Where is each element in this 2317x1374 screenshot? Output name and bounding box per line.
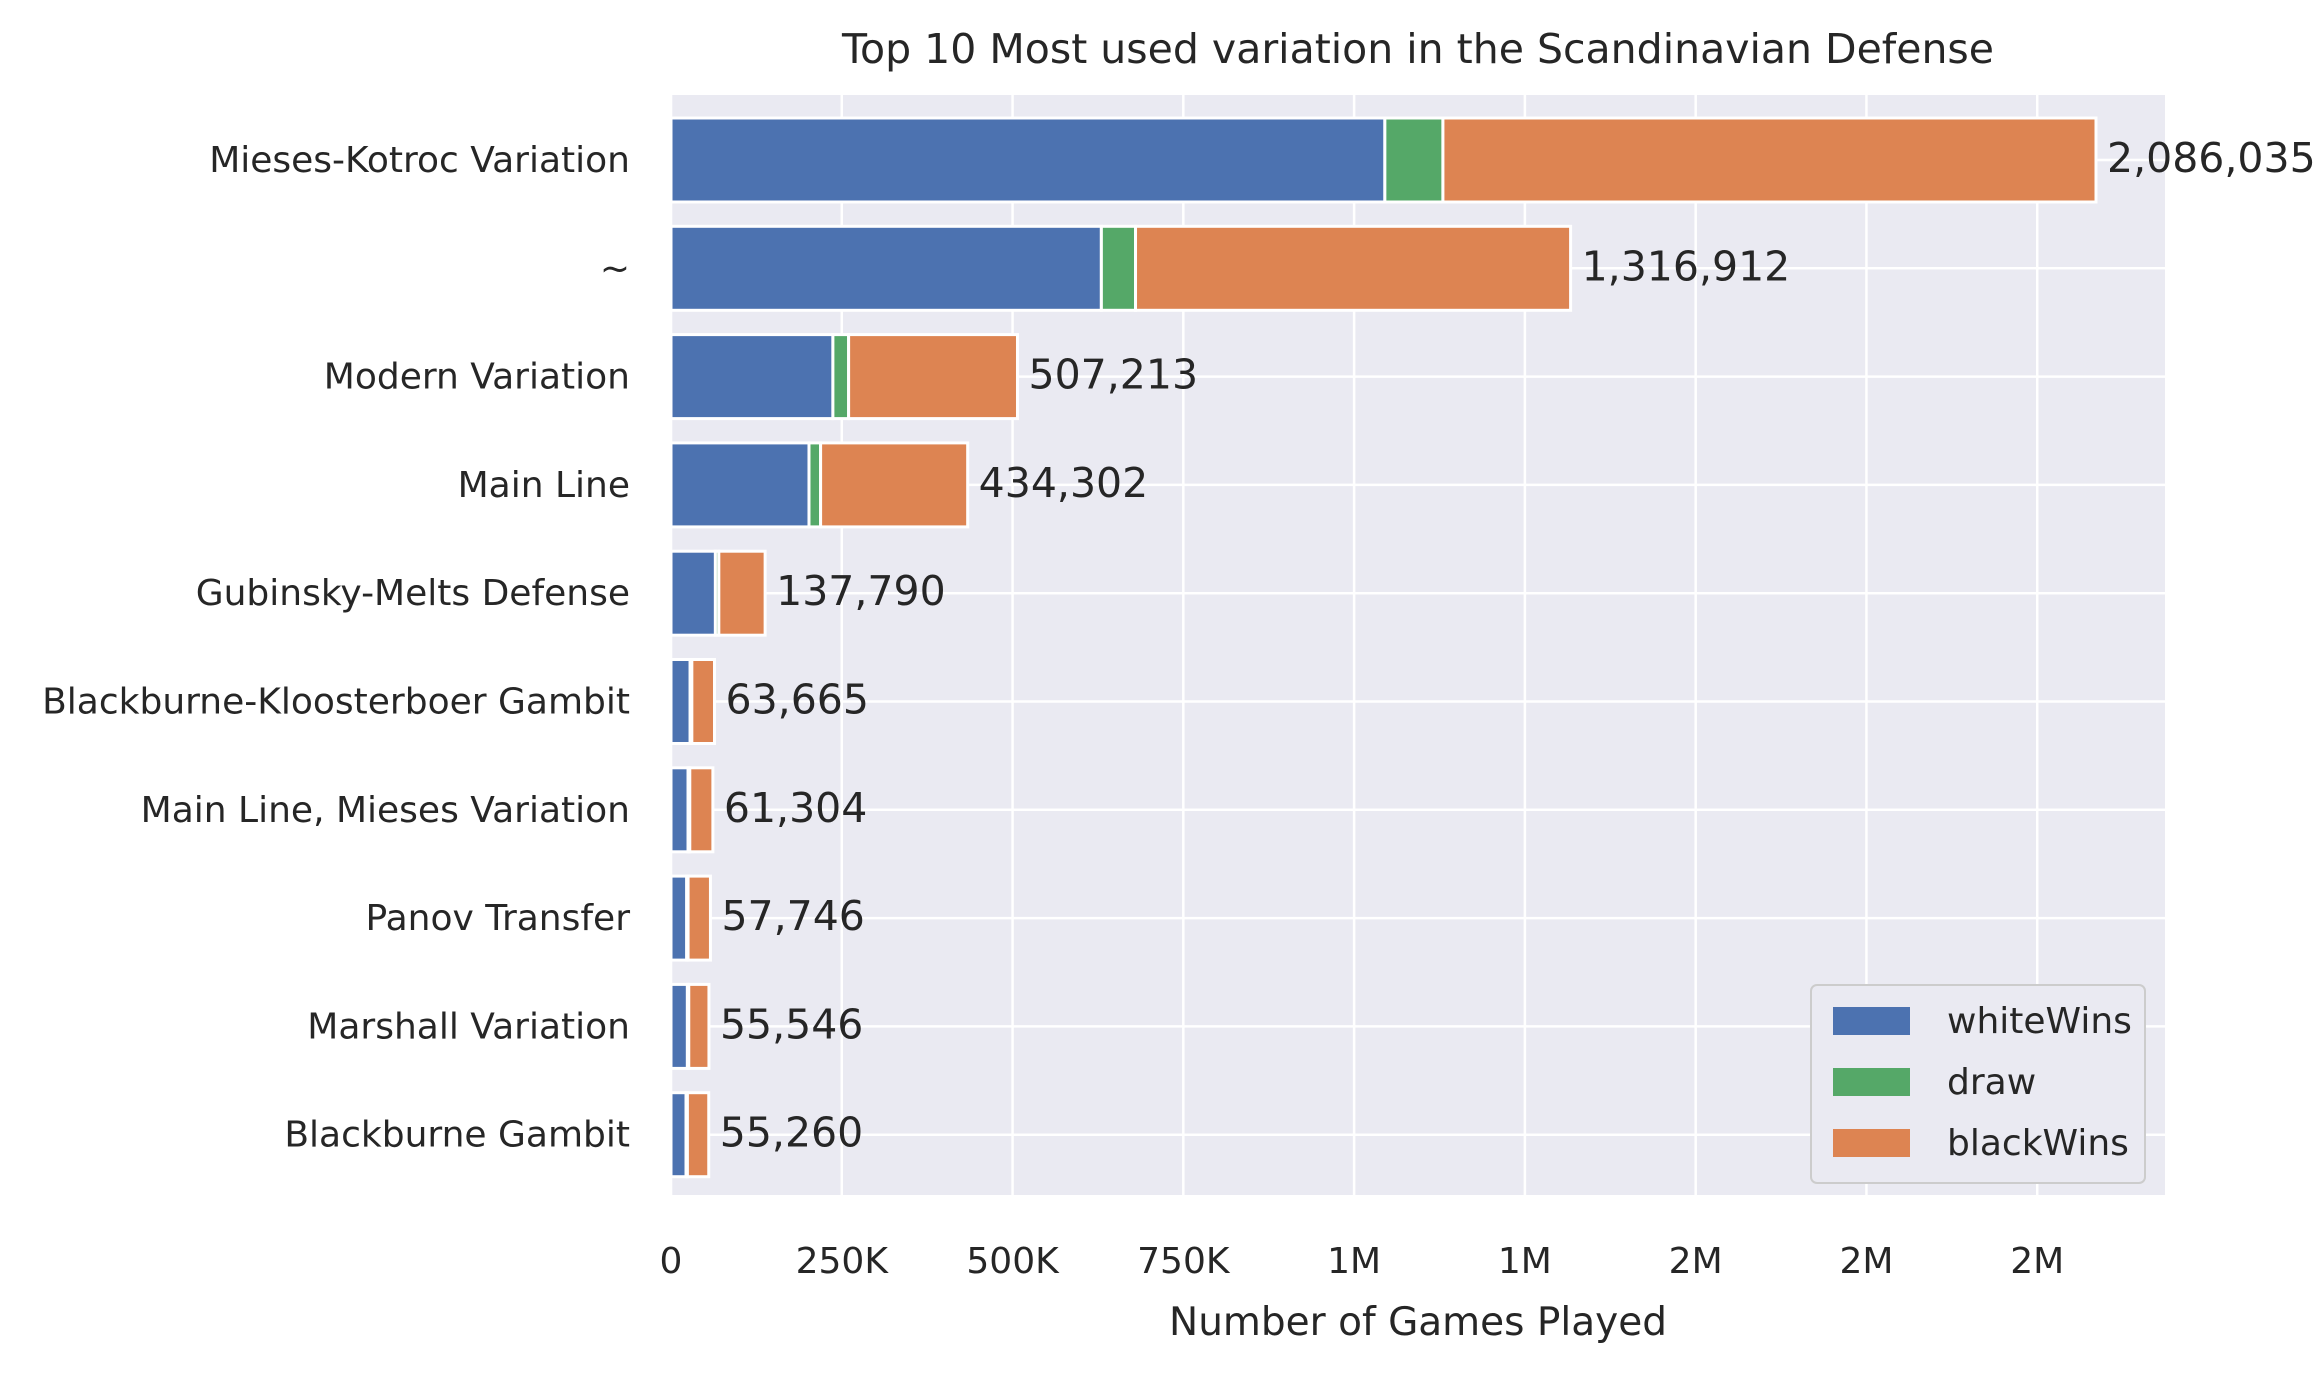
- bar-total-label: 137,790: [776, 567, 946, 615]
- bar-total-label: 1,316,912: [1582, 242, 1791, 290]
- category-label: Blackburne-Kloosterboer Gambit: [42, 682, 630, 723]
- bar-draw: [831, 333, 851, 421]
- bar-blackWins: [687, 982, 711, 1070]
- x-tick-label: 0: [660, 1241, 683, 1282]
- bar-blackWins: [819, 441, 970, 529]
- legend-label: draw: [1947, 1062, 2036, 1103]
- bar-total-label: 63,665: [725, 676, 868, 724]
- x-tick-label: 750K: [1137, 1241, 1231, 1282]
- legend-swatch-blackWins: [1833, 1129, 1910, 1157]
- bar-blackWins: [717, 549, 767, 637]
- legend-swatch-whiteWins: [1833, 1007, 1910, 1035]
- x-tick-label: 500K: [966, 1241, 1060, 1282]
- bar-total-label: 434,302: [979, 459, 1149, 507]
- bar-blackWins: [1441, 116, 2098, 204]
- x-tick-label: 2M: [2010, 1241, 2064, 1282]
- bar-blackWins: [690, 658, 716, 745]
- bar-total-labels: 2,086,035 1,316,912 507,213 434,302 137,790 6…: [720, 134, 2316, 1157]
- category-label: ~: [600, 248, 630, 289]
- bar-whiteWins: [669, 333, 835, 421]
- category-label: Mieses-Kotroc Variation: [209, 140, 630, 181]
- category-labels: Mieses-Kotroc Variation ~ Modern Variation…: [42, 140, 630, 1156]
- x-axis-label: Number of Games Played: [1169, 1300, 1667, 1345]
- bar-draw: [1383, 116, 1445, 204]
- bar-total-label: 57,746: [721, 892, 864, 940]
- bar-whiteWins: [669, 982, 689, 1070]
- category-label: Blackburne Gambit: [284, 1115, 630, 1156]
- bar-blackWins: [685, 1091, 711, 1179]
- bar-draw: [807, 441, 823, 529]
- category-label: Main Line, Mieses Variation: [141, 790, 630, 831]
- bar-blackWins: [1134, 224, 1573, 312]
- bar-total-label: 55,546: [720, 1000, 863, 1048]
- bars: [669, 116, 2098, 1179]
- x-tick-label: 250K: [796, 1241, 890, 1282]
- x-tick-label: 1M: [1498, 1241, 1552, 1282]
- legend: whiteWins draw blackWins: [1810, 984, 2146, 1184]
- legend-swatch-draw: [1833, 1068, 1910, 1096]
- legend-label: whiteWins: [1947, 1001, 2132, 1042]
- x-tick-labels: 0 250K 500K 750K 1M 1M 2M 2M 2M: [660, 1241, 2065, 1282]
- category-label: Marshall Variation: [307, 1006, 630, 1047]
- legend-label: blackWins: [1947, 1123, 2129, 1164]
- x-tick-label: 2M: [1669, 1241, 1723, 1282]
- bar-total-label: 55,260: [720, 1109, 863, 1157]
- bar-total-label: 2,086,035: [2107, 134, 2316, 182]
- bar-whiteWins: [669, 549, 717, 637]
- bar-whiteWins: [669, 658, 692, 745]
- category-label: Modern Variation: [324, 357, 630, 398]
- x-tick-label: 1M: [1327, 1241, 1381, 1282]
- bar-whiteWins: [669, 441, 811, 529]
- bar-draw: [1099, 224, 1138, 312]
- bar-whiteWins: [669, 766, 690, 854]
- bar-whiteWins: [669, 224, 1103, 312]
- category-label: Panov Transfer: [366, 898, 631, 939]
- bar-blackWins: [686, 874, 712, 962]
- bar-whiteWins: [669, 1091, 688, 1179]
- bar-total-label: 61,304: [724, 784, 867, 832]
- x-tick-label: 2M: [1839, 1241, 1893, 1282]
- category-label: Main Line: [458, 465, 630, 506]
- bar-blackWins: [847, 333, 1019, 421]
- bar-blackWins: [688, 766, 715, 854]
- bar-whiteWins: [669, 116, 1387, 204]
- chart-title: Top 10 Most used variation in the Scandi…: [841, 25, 1994, 73]
- bar-whiteWins: [669, 874, 689, 962]
- category-label: Gubinsky-Melts Defense: [196, 573, 630, 614]
- bar-total-label: 507,213: [1028, 351, 1198, 399]
